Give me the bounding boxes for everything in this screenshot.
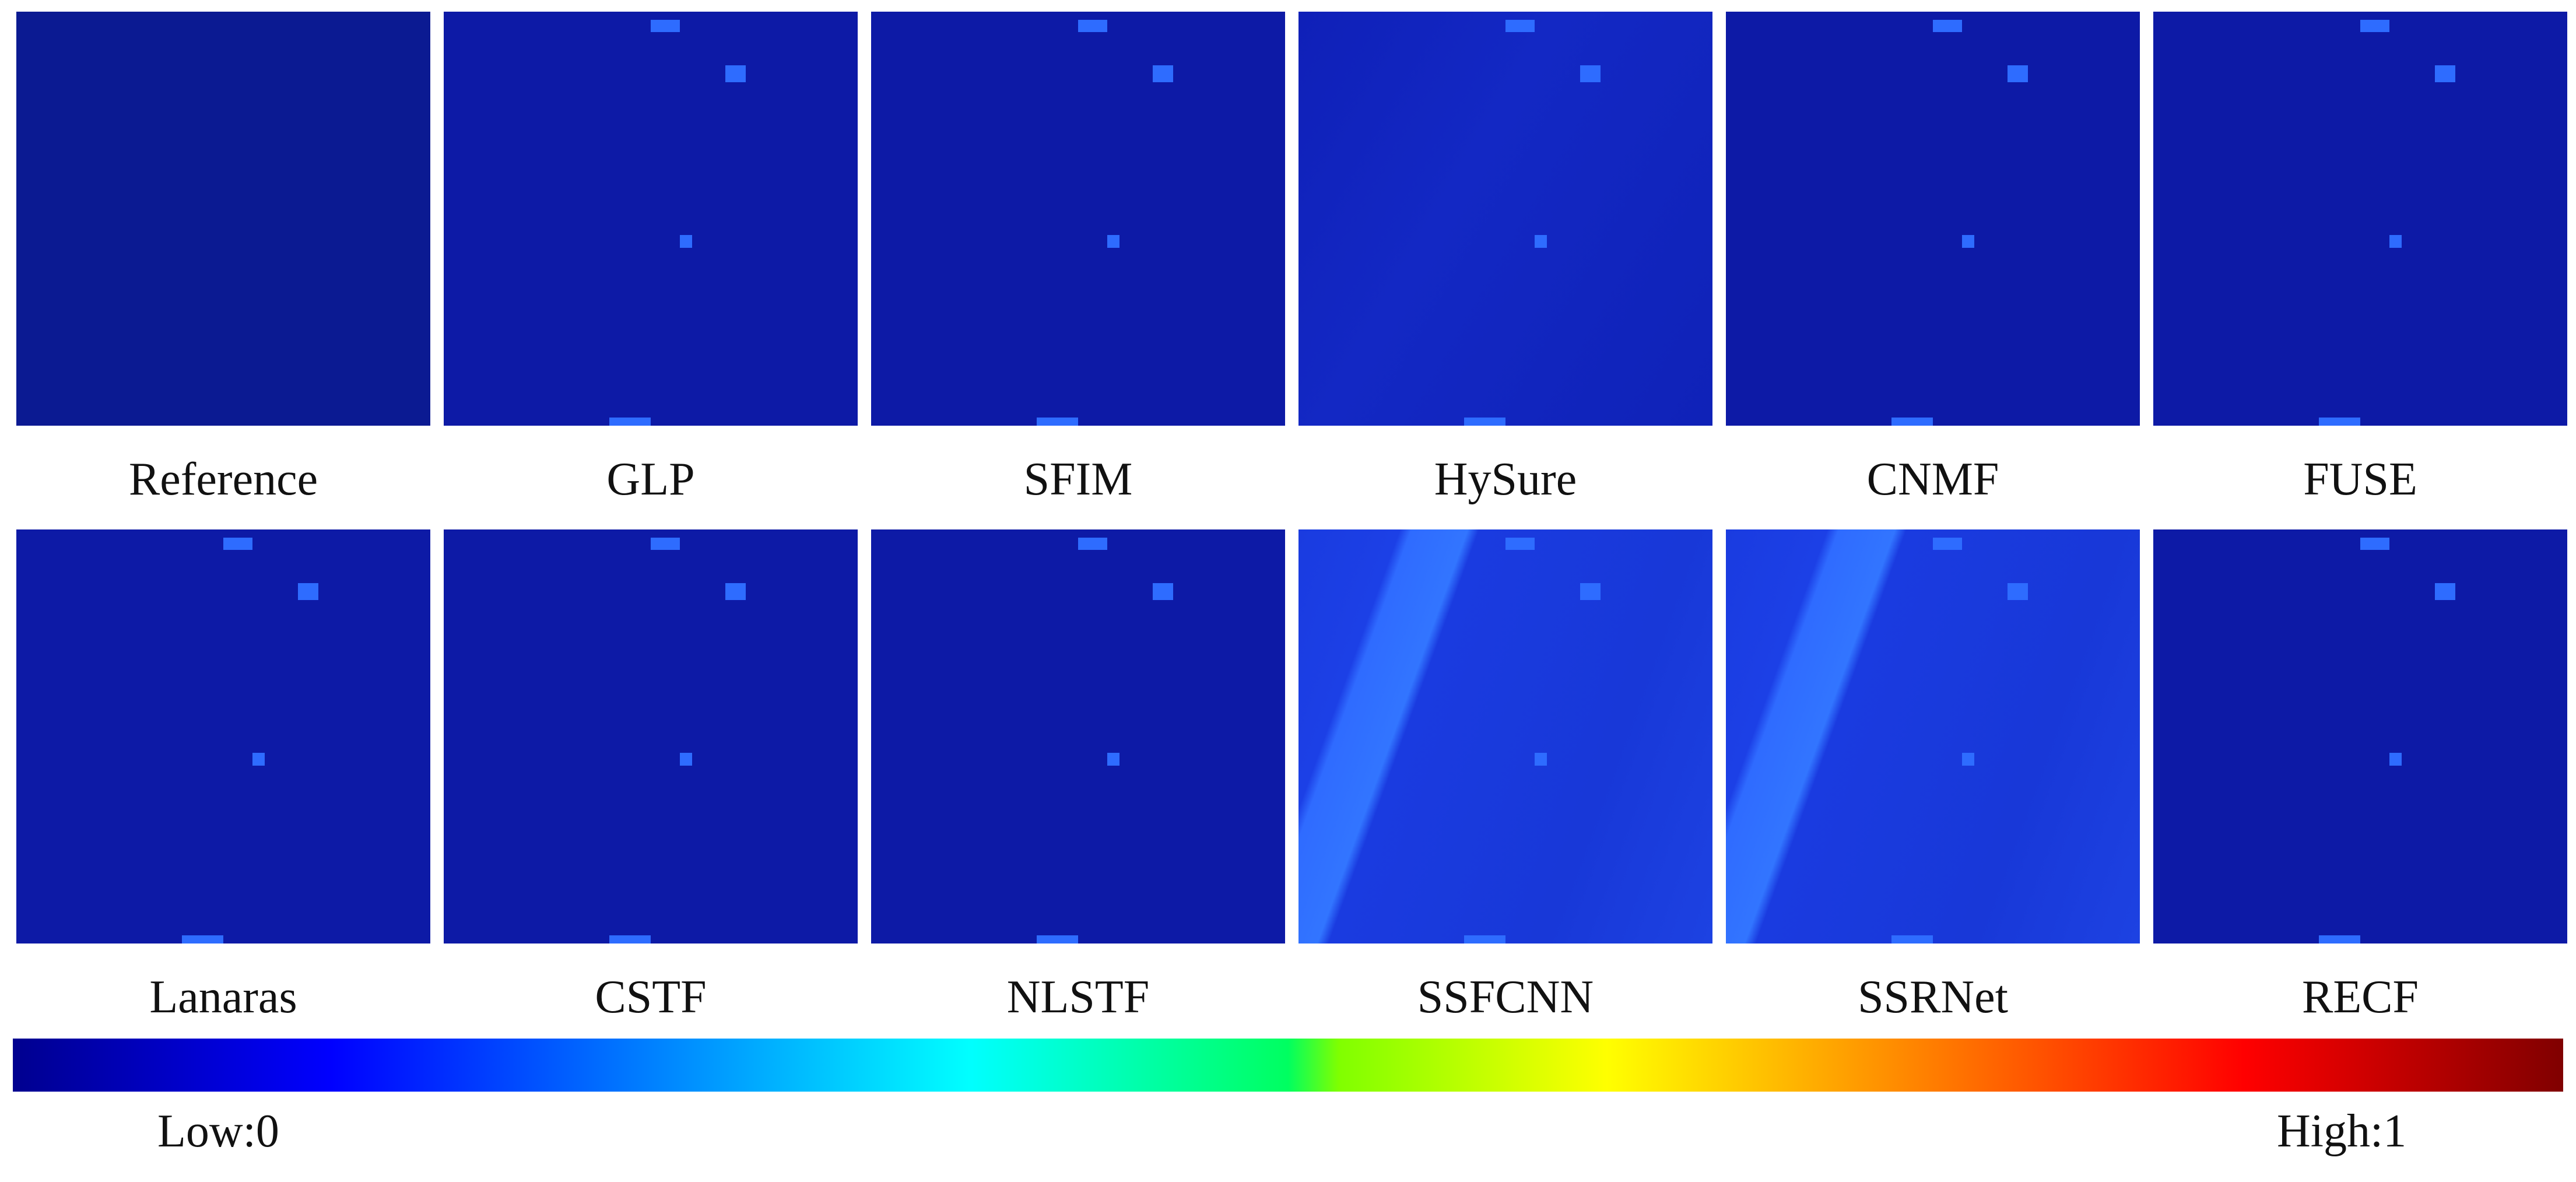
error-spot <box>1152 583 1174 600</box>
panel-label: CNMF <box>1866 454 1999 505</box>
error-spot <box>2389 753 2402 766</box>
error-map <box>444 12 858 426</box>
error-spot <box>651 538 680 550</box>
error-spot <box>1078 20 1107 33</box>
error-spot <box>725 65 746 82</box>
error-spot <box>1580 65 1601 82</box>
panel-label: CSTF <box>595 971 707 1023</box>
error-spot <box>2434 65 2456 82</box>
panel-label: HySure <box>1434 454 1577 505</box>
error-spot <box>679 753 692 766</box>
error-map <box>444 529 858 944</box>
error-map <box>16 12 430 426</box>
error-spot <box>725 583 746 600</box>
panel-label: RECF <box>2301 971 2419 1023</box>
error-spot <box>297 583 319 600</box>
error-spot <box>1464 935 1505 944</box>
error-spot <box>223 538 252 550</box>
error-spot <box>2360 538 2389 550</box>
panel-label: FUSE <box>2303 454 2417 505</box>
error-spot <box>1037 417 1078 426</box>
error-spot <box>1037 935 1078 944</box>
error-spot <box>1961 753 1974 766</box>
error-spot <box>1505 538 1535 550</box>
error-map <box>16 529 430 944</box>
error-spot <box>182 935 223 944</box>
error-spot <box>1891 935 1933 944</box>
error-map <box>1298 12 1712 426</box>
panel-label: SSRNet <box>1858 971 2008 1023</box>
error-spot <box>1152 65 1174 82</box>
error-map <box>2153 12 2567 426</box>
error-spot <box>1107 235 1119 248</box>
error-spot <box>609 417 651 426</box>
error-spot <box>2389 235 2402 248</box>
error-map <box>871 529 1285 944</box>
error-map <box>1298 529 1712 944</box>
error-spot <box>1933 538 1962 550</box>
error-spot <box>1464 417 1505 426</box>
panel-label: Reference <box>128 454 318 505</box>
error-spot <box>252 753 265 766</box>
error-spot <box>1961 235 1974 248</box>
error-spot <box>679 235 692 248</box>
error-spot <box>1534 753 1547 766</box>
colorbar-low-label: Low:0 <box>157 1106 279 1157</box>
error-map <box>1726 12 2140 426</box>
panel-label: NLSTF <box>1006 971 1150 1023</box>
colorbar <box>13 1039 2563 1092</box>
error-spot <box>2319 935 2360 944</box>
error-spot <box>1505 20 1535 33</box>
error-spot <box>2007 65 2028 82</box>
panel-label: SFIM <box>1023 454 1133 505</box>
error-spot <box>651 20 680 33</box>
error-spot <box>1534 235 1547 248</box>
panel-label: GLP <box>606 454 695 505</box>
error-spot <box>2319 417 2360 426</box>
error-spot <box>1078 538 1107 550</box>
error-map <box>871 12 1285 426</box>
error-spot <box>2434 583 2456 600</box>
error-spot <box>2007 583 2028 600</box>
error-spot <box>1891 417 1933 426</box>
error-map <box>2153 529 2567 944</box>
error-spot <box>1580 583 1601 600</box>
error-spot <box>609 935 651 944</box>
colorbar-high-label: High:1 <box>2277 1106 2407 1157</box>
panel-label: Lanaras <box>149 971 297 1023</box>
panel-label: SSFCNN <box>1417 971 1594 1023</box>
error-map <box>1726 529 2140 944</box>
error-spot <box>2360 20 2389 33</box>
error-spot <box>1107 753 1119 766</box>
error-spot <box>1933 20 1962 33</box>
